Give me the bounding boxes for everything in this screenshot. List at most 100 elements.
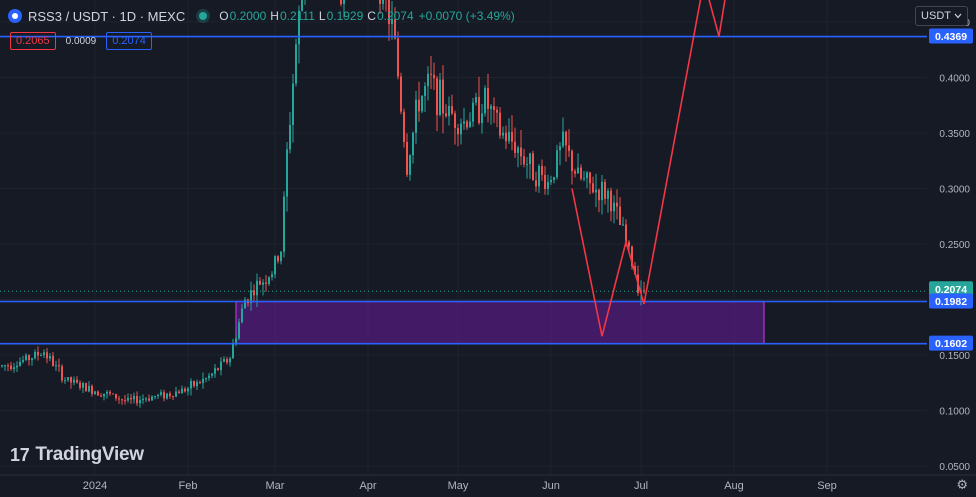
candle-body bbox=[268, 277, 270, 284]
candle-body bbox=[445, 113, 447, 117]
candle-body bbox=[43, 352, 45, 356]
levels-layer bbox=[0, 35, 927, 345]
symbol-title[interactable]: RSS3 / USDT · 1D · MEXC bbox=[28, 8, 186, 24]
candle-body bbox=[427, 73, 429, 87]
candle-body bbox=[100, 395, 102, 397]
candle-body bbox=[259, 280, 261, 285]
candle-body bbox=[67, 377, 69, 381]
candle-body bbox=[439, 79, 441, 116]
candle-body bbox=[34, 352, 36, 359]
currency-label: USDT bbox=[921, 10, 951, 22]
candle-body bbox=[262, 282, 264, 285]
candle-body bbox=[430, 73, 432, 75]
candle-body bbox=[187, 388, 189, 392]
candle-body bbox=[535, 180, 537, 187]
candle-body bbox=[91, 385, 93, 394]
candle-body bbox=[343, 0, 345, 5]
candle-body bbox=[565, 131, 567, 146]
candle-body bbox=[295, 44, 297, 84]
candle-body bbox=[523, 156, 525, 165]
candle-body bbox=[271, 274, 273, 278]
price-tick-label: 0.2500 bbox=[939, 240, 970, 251]
candle-body bbox=[175, 391, 177, 397]
price-label-badge bbox=[929, 281, 973, 297]
candle-body bbox=[574, 171, 576, 174]
price-axis-panel bbox=[927, 0, 976, 497]
candle-body bbox=[388, 0, 390, 25]
sell-price-button[interactable]: 0.2065 bbox=[10, 32, 56, 50]
candle-body bbox=[496, 109, 498, 113]
candle-body bbox=[7, 365, 9, 367]
candle-body bbox=[490, 106, 492, 109]
ohlc-close: C0.2074 bbox=[367, 9, 414, 23]
candle-body bbox=[454, 113, 456, 128]
candle-body bbox=[403, 111, 405, 143]
candle-body bbox=[481, 113, 483, 124]
candle-body bbox=[52, 355, 54, 366]
candle-body bbox=[223, 359, 225, 362]
candle-body bbox=[94, 391, 96, 394]
candle-body bbox=[127, 397, 129, 401]
candle-body bbox=[130, 397, 132, 400]
candle-body bbox=[484, 88, 486, 114]
candle-body bbox=[493, 106, 495, 110]
candle-body bbox=[289, 125, 291, 150]
projection-layer bbox=[571, 0, 726, 337]
candle-body bbox=[217, 368, 219, 370]
rss3-logo-icon bbox=[8, 9, 22, 23]
candle-body bbox=[169, 393, 171, 397]
candle-body bbox=[580, 167, 582, 179]
currency-selector-button[interactable]: USDT bbox=[915, 6, 968, 26]
candle-body bbox=[160, 392, 162, 395]
price-tick-label: 0.1500 bbox=[939, 351, 970, 362]
market-open-status-icon bbox=[199, 12, 208, 20]
time-tick-label: Apr bbox=[359, 480, 376, 492]
candle-body bbox=[436, 78, 438, 116]
candle-body bbox=[202, 378, 204, 384]
candle-body bbox=[607, 190, 609, 199]
candle-body bbox=[499, 112, 501, 136]
candle-body bbox=[448, 105, 450, 117]
price-label-badge bbox=[929, 28, 973, 44]
candle-body bbox=[220, 361, 222, 370]
candle-body bbox=[214, 368, 216, 374]
candle-body bbox=[25, 355, 27, 361]
candle-body bbox=[73, 379, 75, 383]
candle-body bbox=[541, 166, 543, 176]
candle-body bbox=[118, 398, 120, 400]
quote-row: 0.2065 0.0009 0.2074 bbox=[10, 32, 152, 50]
candle-body bbox=[418, 99, 420, 112]
price-tick-label: 0.0500 bbox=[939, 462, 970, 473]
ohlc-high: H0.2111 bbox=[270, 9, 315, 23]
candle-body bbox=[553, 177, 555, 180]
support-zone-box bbox=[235, 300, 765, 345]
candle-body bbox=[181, 388, 183, 394]
candle-body bbox=[505, 132, 507, 142]
candle-body bbox=[106, 391, 108, 394]
candle-body bbox=[178, 391, 180, 394]
chart-header: RSS3 / USDT · 1D · MEXC O0.2000 H0.2111 … bbox=[8, 6, 519, 26]
candle-body bbox=[184, 388, 186, 392]
buy-price-button[interactable]: 0.2074 bbox=[106, 32, 152, 50]
candle-body bbox=[79, 382, 81, 388]
candle-body bbox=[466, 121, 468, 128]
ohlc-change: +0.0070 (+3.49%) bbox=[418, 9, 515, 23]
candle-body bbox=[556, 150, 558, 178]
candle-body bbox=[115, 393, 117, 399]
price-label-text: 0.1602 bbox=[935, 338, 967, 350]
candle-body bbox=[136, 396, 138, 404]
candle-body bbox=[142, 398, 144, 401]
chart-grid bbox=[0, 0, 927, 475]
settings-gear-icon[interactable]: ⚙ bbox=[956, 477, 968, 492]
price-label-badge bbox=[929, 335, 973, 351]
candle-body bbox=[154, 396, 156, 398]
candle-body bbox=[232, 343, 234, 359]
tradingview-logo[interactable]: 17 TradingView bbox=[10, 444, 144, 466]
candle-body bbox=[4, 365, 6, 367]
candle-body bbox=[40, 355, 42, 357]
candle-body bbox=[400, 76, 402, 112]
price-label-text: 0.1982 bbox=[935, 296, 967, 308]
candle-body bbox=[205, 378, 207, 380]
candle-body bbox=[577, 167, 579, 174]
